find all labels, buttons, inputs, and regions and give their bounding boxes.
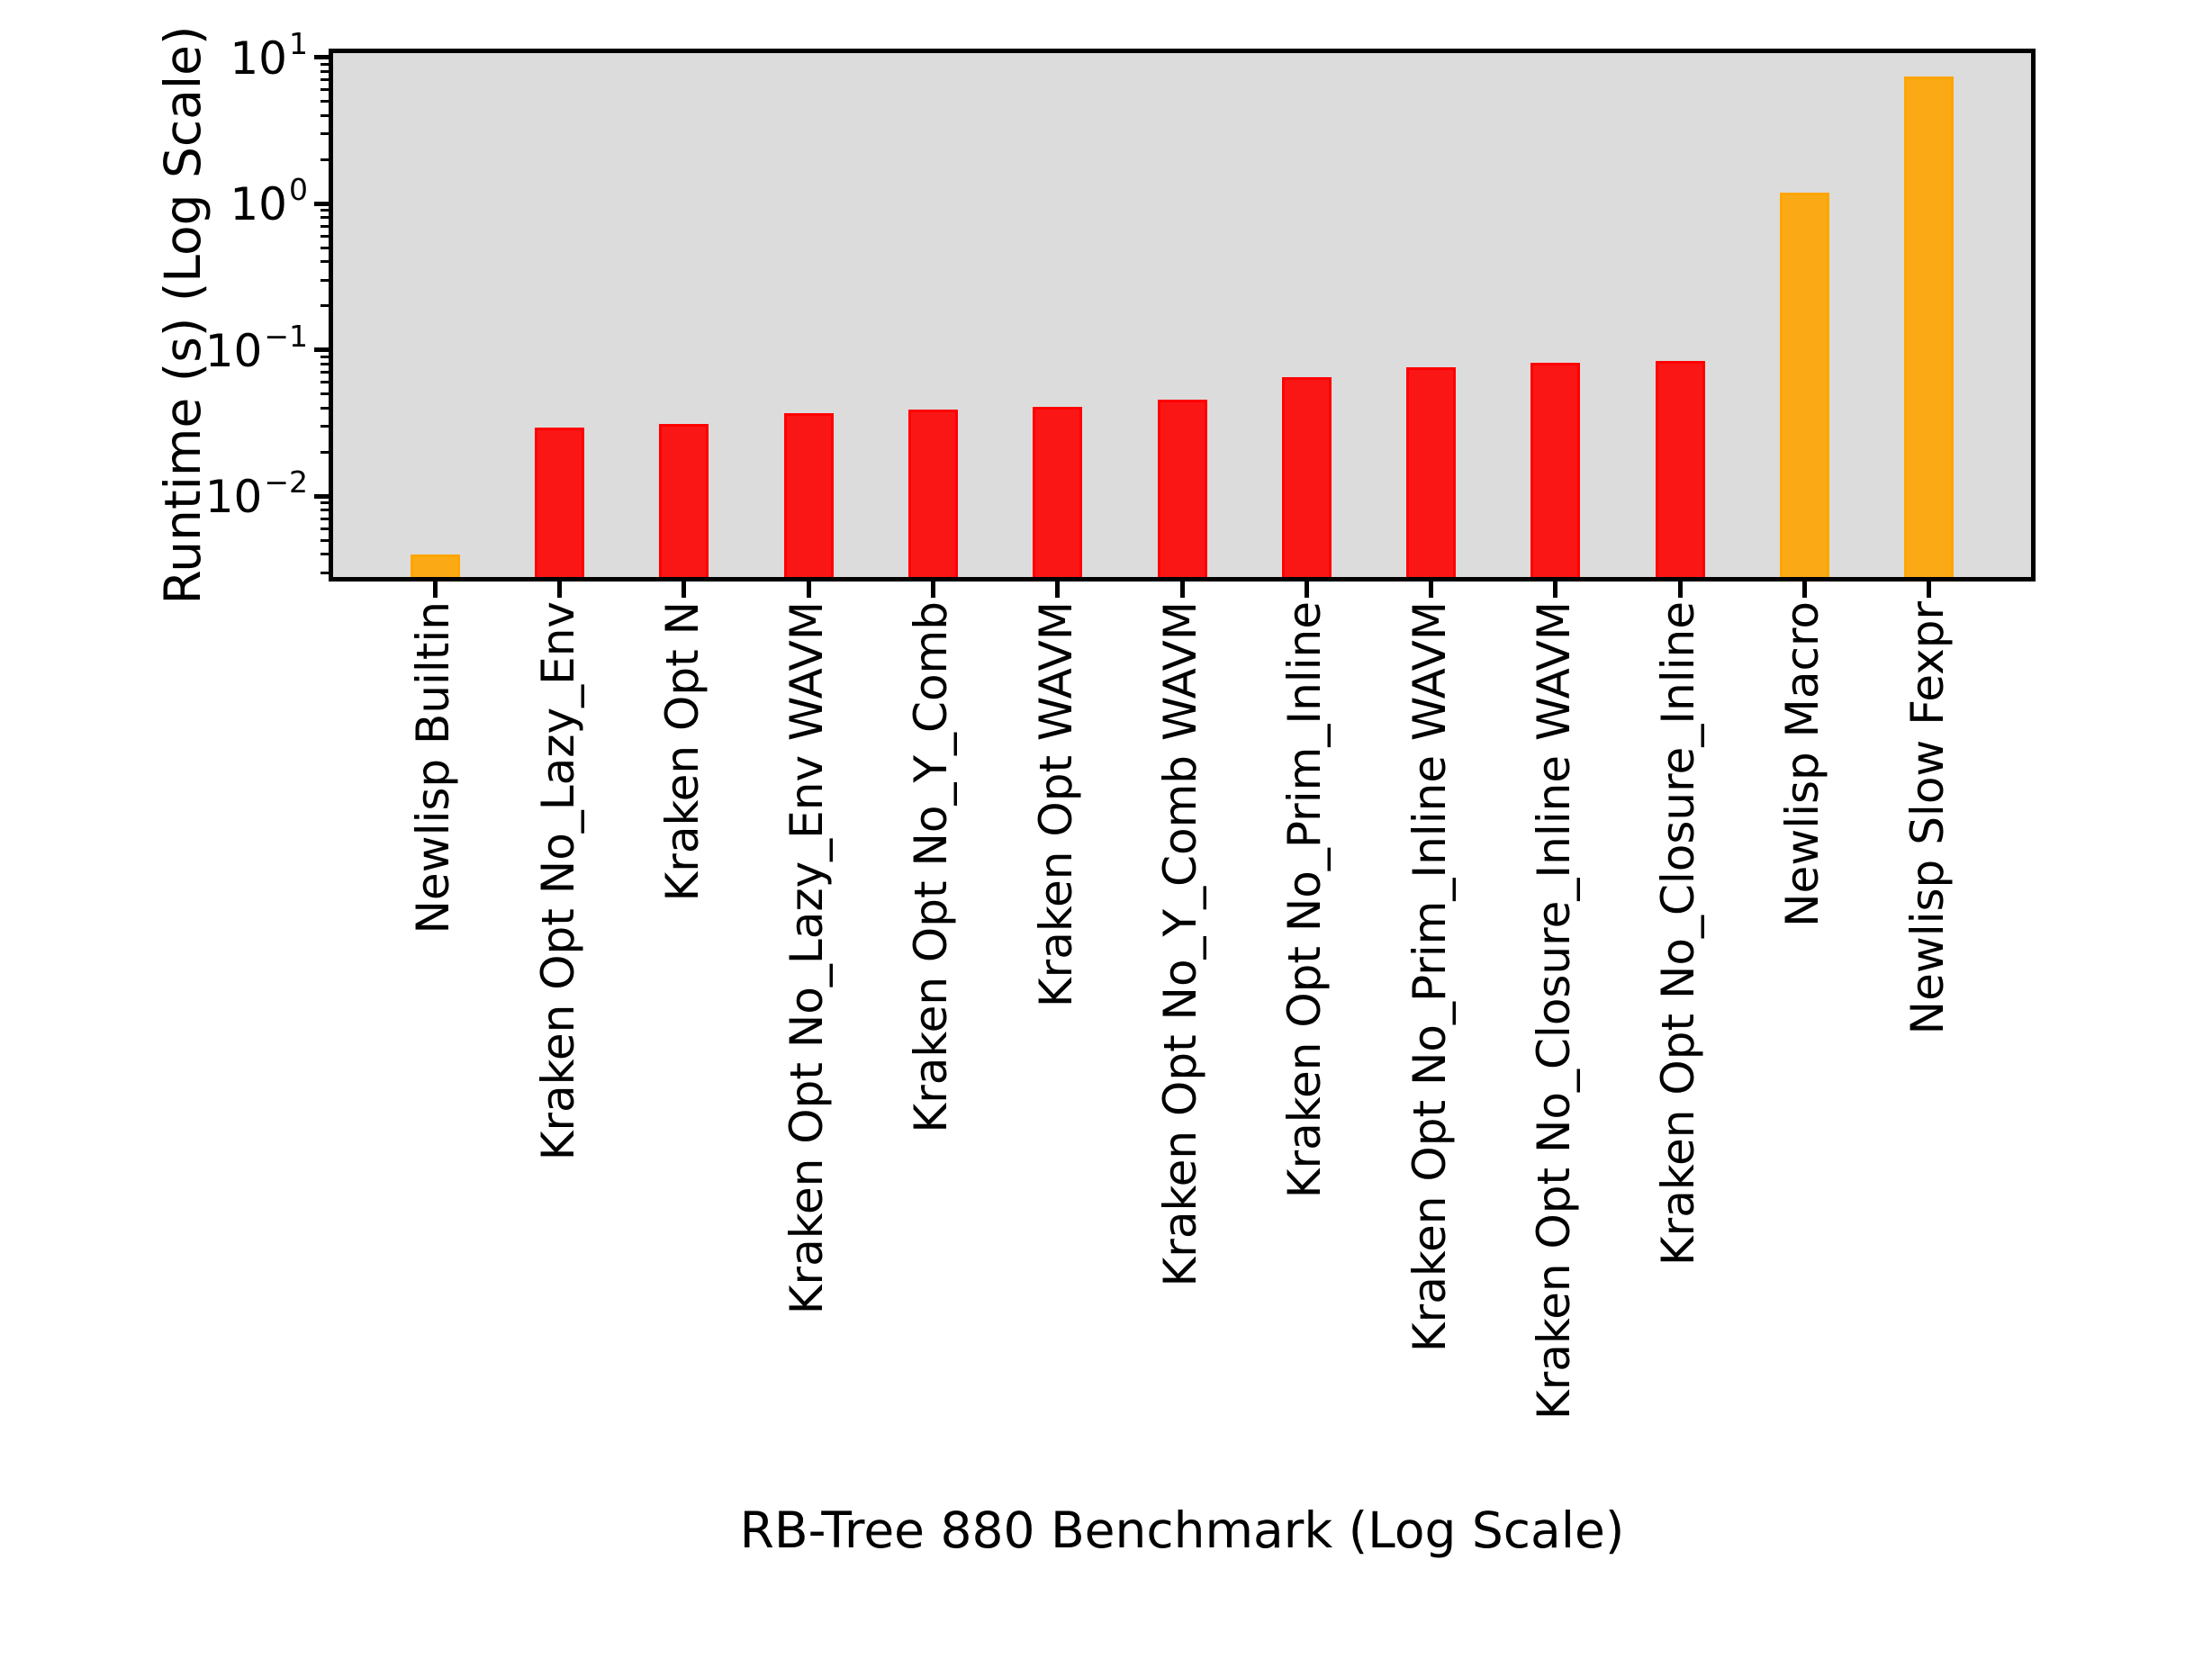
- x-tick: [682, 582, 687, 598]
- x-tick-label: Kraken Opt No_Lazy_Env: [531, 601, 584, 1161]
- y-minor-tick: [321, 260, 329, 264]
- y-tick-exponent: −2: [264, 464, 308, 500]
- y-minor-tick: [321, 78, 329, 82]
- bar: [1406, 367, 1457, 577]
- y-minor-tick: [321, 88, 329, 92]
- plot-area: [329, 49, 2036, 582]
- x-tick: [1927, 582, 1932, 598]
- y-minor-tick: [321, 100, 329, 104]
- bar: [1530, 363, 1581, 577]
- y-tick-base: 10: [230, 177, 287, 230]
- y-minor-tick: [321, 571, 329, 574]
- x-tick: [1055, 582, 1061, 598]
- x-tick: [930, 582, 935, 598]
- bar: [1779, 192, 1829, 577]
- y-minor-tick: [321, 113, 329, 117]
- x-tick: [806, 582, 811, 598]
- y-minor-tick: [321, 362, 329, 365]
- y-major-tick: [314, 55, 329, 60]
- y-minor-tick: [321, 209, 329, 212]
- x-tick-label: Kraken Opt No_Closure_Inline: [1652, 601, 1705, 1267]
- x-tick: [1677, 582, 1683, 598]
- y-tick-base: 10: [204, 470, 263, 523]
- y-tick-label: 101: [230, 29, 308, 81]
- y-minor-tick: [321, 62, 329, 66]
- bar: [1904, 77, 1955, 577]
- y-axis-label: Runtime (s) (Log Scale): [154, 25, 212, 605]
- x-tick-label: Newlisp Macro: [1776, 601, 1829, 927]
- y-tick-base: 10: [230, 32, 287, 85]
- y-tick-exponent: 0: [289, 172, 308, 208]
- y-tick-label: 10−1: [204, 321, 308, 377]
- y-minor-tick: [321, 450, 329, 454]
- y-minor-tick: [321, 224, 329, 228]
- y-tick-exponent: −1: [264, 318, 308, 354]
- x-tick-label: Newlisp Builtin: [407, 601, 460, 934]
- y-major-tick: [314, 347, 329, 353]
- bar: [1281, 377, 1332, 577]
- x-tick: [1801, 582, 1807, 598]
- x-tick: [1429, 582, 1434, 598]
- y-tick-label: 100: [230, 175, 308, 230]
- bar: [1157, 399, 1207, 577]
- x-tick: [1304, 582, 1309, 598]
- x-tick-label: Kraken Opt No_Y_Comb: [905, 601, 958, 1133]
- x-tick-label: Kraken Opt No_Prim_Inline WAVM: [1403, 601, 1456, 1353]
- y-minor-tick: [321, 392, 329, 396]
- y-tick-base: 10: [204, 324, 263, 377]
- x-tick-label: Kraken Opt No_Y_Comb WAVM: [1154, 601, 1206, 1287]
- y-minor-tick: [321, 70, 329, 74]
- y-minor-tick: [321, 527, 329, 530]
- plot-inner: [333, 53, 2031, 577]
- y-tick-label: 10−2: [205, 467, 308, 519]
- x-tick: [1553, 582, 1558, 598]
- x-axis-label: RB-Tree 880 Benchmark (Log Scale): [739, 1501, 1625, 1559]
- y-minor-tick: [321, 278, 329, 282]
- y-minor-tick: [321, 304, 329, 308]
- y-minor-tick: [321, 132, 329, 136]
- x-tick-label: Kraken Opt WAVM: [1029, 601, 1082, 1008]
- y-minor-tick: [321, 538, 329, 542]
- y-minor-tick: [321, 425, 329, 428]
- bar: [535, 427, 585, 577]
- x-tick-label: Kraken Opt N: [655, 601, 709, 902]
- x-tick-label: Newlisp Slow Fexpr: [1901, 601, 1954, 1035]
- bar: [410, 554, 460, 577]
- y-major-tick: [314, 201, 329, 206]
- y-minor-tick: [321, 553, 329, 556]
- y-minor-tick: [321, 406, 329, 410]
- y-minor-tick: [321, 509, 329, 512]
- x-tick: [1179, 582, 1185, 598]
- y-minor-tick: [321, 501, 329, 505]
- bar: [1033, 407, 1083, 577]
- bar: [783, 412, 834, 577]
- y-minor-tick: [321, 355, 329, 358]
- y-tick-exponent: 1: [289, 25, 308, 61]
- y-minor-tick: [321, 158, 329, 161]
- x-tick-label: Kraken Opt No_Lazy_Env WAVM: [781, 601, 834, 1315]
- bar: [907, 410, 958, 577]
- bar: [659, 424, 709, 577]
- x-tick-label: Kraken Opt No_Prim_Inline: [1278, 601, 1332, 1199]
- y-minor-tick: [321, 234, 329, 238]
- y-minor-tick: [321, 216, 329, 220]
- y-minor-tick: [321, 246, 329, 249]
- x-tick: [557, 582, 563, 598]
- bar: [1655, 360, 1705, 577]
- y-major-tick: [314, 493, 329, 499]
- y-minor-tick: [321, 371, 329, 374]
- x-tick-label: Kraken Opt No_Closure_Inline WAVM: [1527, 601, 1580, 1420]
- y-minor-tick: [321, 381, 329, 384]
- y-minor-tick: [321, 517, 329, 520]
- x-tick: [432, 582, 438, 598]
